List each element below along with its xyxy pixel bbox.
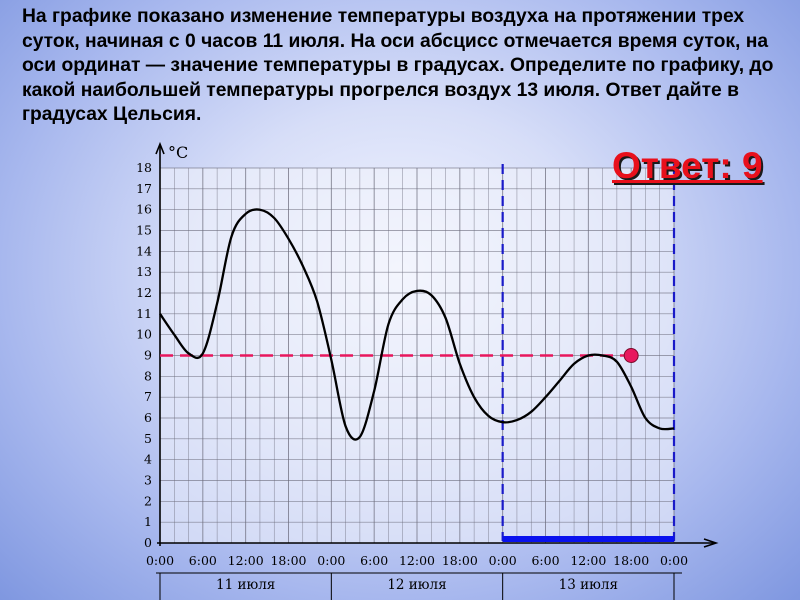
- x-tick-labels: 0:00 6:00 12:00 18:00 0:00 6:00 12:00 18:00 0:00…: [146, 553, 688, 568]
- x-tick-label: 0:00: [660, 553, 688, 568]
- temperature-curve: [159, 208, 675, 441]
- y-tick-label: 8: [144, 368, 152, 383]
- x-tick-label: 18:00: [442, 553, 478, 568]
- answer-label: Ответ: 9: [612, 145, 763, 186]
- answer-point: [623, 348, 639, 363]
- y-tick-label: 9: [144, 348, 152, 363]
- x-tick-label: 18:00: [613, 553, 649, 568]
- y-tick-label: 17: [136, 181, 152, 196]
- answer-annotations: [160, 164, 676, 542]
- x-axis-arrow: [703, 538, 719, 548]
- x-tick-label: 6:00: [189, 553, 217, 568]
- y-tick-label: 2: [144, 493, 152, 508]
- x-tick-label: 0:00: [317, 553, 345, 568]
- y-tick-label: 16: [136, 202, 152, 217]
- x-tick-label: 12:00: [570, 553, 606, 568]
- y-tick-label: 15: [136, 223, 152, 238]
- y-tick-label: 5: [144, 431, 152, 446]
- y-tick-label: 12: [136, 285, 152, 300]
- y-tick-label: 18: [136, 160, 152, 175]
- day-labels: 11 июля 12 июля 13 июля: [156, 572, 682, 600]
- y-axis-arrow: [155, 141, 165, 155]
- x-tick-label: 6:00: [531, 553, 559, 568]
- x-tick-label: 0:00: [146, 553, 174, 568]
- day-label: 13 июля: [559, 577, 618, 593]
- question-text: На графике показано изменение температур…: [22, 6, 774, 125]
- y-tick-label: 10: [136, 327, 152, 342]
- day-label: 11 июля: [216, 577, 275, 593]
- day-label: 12 июля: [387, 577, 446, 593]
- x-tick-label: 6:00: [360, 553, 388, 568]
- y-tick-label: 3: [144, 473, 152, 488]
- x-tick-label: 18:00: [270, 553, 306, 568]
- y-tick-label: 14: [136, 243, 152, 258]
- y-tick-label: 7: [144, 389, 152, 404]
- y-tick-label: 6: [144, 410, 152, 425]
- x-tick-label: 12:00: [228, 553, 264, 568]
- y-tick-label: 13: [136, 264, 152, 279]
- x-tick-label: 0:00: [489, 553, 517, 568]
- y-axis-unit: °C: [168, 143, 188, 162]
- y-tick-label: 0: [144, 535, 152, 550]
- y-tick-label: 4: [144, 452, 152, 467]
- y-tick-label: 1: [144, 514, 152, 529]
- x-tick-label: 12:00: [399, 553, 435, 568]
- y-tick-label: 11: [136, 306, 152, 321]
- axes: [155, 141, 719, 548]
